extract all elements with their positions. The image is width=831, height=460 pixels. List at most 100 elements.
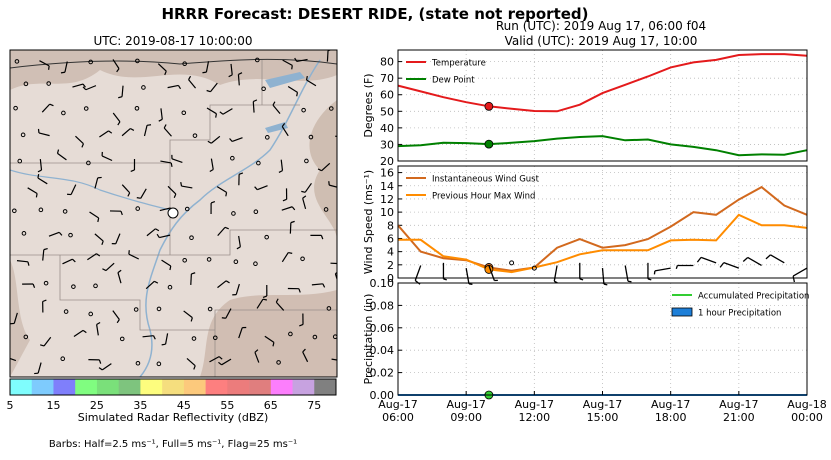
barb-shaft (238, 235, 241, 247)
lake (265, 122, 288, 133)
map-wind-barb (37, 128, 50, 137)
barb-feather (37, 173, 40, 179)
calm-wind-circle (156, 306, 162, 312)
barb-feather (48, 65, 50, 70)
map-wind-barb (67, 184, 77, 196)
map-wind-barb (232, 283, 240, 296)
barb-shaft (43, 336, 52, 347)
barb-shaft (165, 333, 169, 345)
barb-shaft (10, 357, 17, 362)
calm-wind-circle (276, 360, 281, 365)
barb-feather (96, 253, 101, 257)
barb-shaft (700, 256, 717, 264)
barb-feather (322, 283, 326, 288)
barb-shaft (321, 162, 331, 172)
colorbar-tick-label: 55 (220, 399, 234, 412)
barb-shaft (723, 262, 740, 269)
barb-feather (202, 71, 207, 74)
barb-shaft (145, 280, 155, 290)
calm-wind-circle (300, 256, 305, 262)
calm-wind-circle (43, 280, 49, 286)
barb-feather (579, 278, 584, 281)
legend: Instantaneous Wind Gust Previous Hour Max… (406, 175, 540, 202)
calm-wind-circle (326, 306, 332, 311)
barb-shaft (167, 84, 179, 89)
barb-feather (209, 168, 214, 173)
wind-barb (414, 265, 422, 285)
barb-feather (116, 68, 120, 73)
map-wind-barb (331, 358, 337, 361)
barb-feather (190, 317, 193, 322)
barb-shaft (225, 308, 232, 319)
barb-shaft (230, 63, 233, 75)
barb-feather (56, 149, 60, 154)
calm-wind-circle (88, 311, 94, 317)
barb-feather (101, 240, 104, 246)
map-wind-barb (310, 234, 324, 240)
wind-barb (442, 262, 447, 281)
calm-wind-circle (230, 155, 235, 161)
x-tick-label: 18:00 (655, 411, 687, 424)
map-wind-barb (39, 60, 50, 70)
colorbar-swatch (75, 379, 98, 395)
map-wind-barb (311, 283, 326, 288)
barb-feather (275, 298, 279, 303)
barb-shaft (121, 184, 131, 194)
barb-feather (253, 99, 258, 103)
legend-swatch (671, 307, 693, 317)
wind-barb (742, 256, 762, 267)
map-wind-barb (136, 188, 147, 199)
plot-frame (397, 165, 808, 279)
calm-wind-circle (253, 261, 258, 266)
barb-shaft (143, 125, 148, 137)
calm-wind-circle (135, 206, 141, 211)
barb-feather (262, 298, 268, 301)
barb-feather (35, 193, 38, 198)
x-tick-label: Aug-18 (787, 398, 826, 411)
series-line (398, 213, 808, 274)
barb-feather (278, 170, 283, 173)
map-wind-barb (278, 159, 284, 173)
map-wind-barb (62, 258, 76, 265)
map-wind-barb (156, 233, 171, 239)
calm-wind-circle (261, 86, 266, 92)
county-border (10, 60, 337, 377)
map-wind-barb (254, 349, 260, 363)
calm-wind-circle (86, 160, 91, 166)
colorbar-swatch (205, 379, 228, 395)
valid-title: Valid (UTC): 2019 Aug 17, 10:00 (505, 34, 698, 48)
map-wind-barb (221, 308, 232, 319)
barb-feather (155, 228, 160, 232)
calm-wind-circle (93, 283, 98, 289)
map-wind-barb (121, 127, 135, 137)
map-wind-barb (72, 83, 86, 88)
calm-wind-circle (256, 160, 261, 166)
colorbar-tick-label: 5 (7, 399, 14, 412)
colorbar-swatch (270, 379, 293, 395)
barb-feather (228, 74, 233, 78)
barb-shaft (112, 310, 120, 320)
x-tick-label: Aug-17 (651, 398, 690, 411)
barb-feather (305, 75, 308, 81)
map-wind-barb (336, 82, 337, 84)
barb-feather (291, 65, 293, 70)
colorbar-tick-label: 35 (133, 399, 147, 412)
barb-feather (272, 342, 275, 347)
barb-feather (236, 246, 241, 250)
calm-wind-circle (20, 132, 26, 138)
map-wind-barb (262, 285, 268, 299)
map-wind-barb (190, 272, 196, 285)
barb-feather (156, 233, 160, 238)
barb-shaft (94, 177, 99, 189)
map-wind-barb (157, 63, 167, 76)
map-wind-barb (146, 228, 160, 237)
calm-wind-circle (304, 158, 309, 164)
calm-wind-circle (509, 260, 515, 266)
barb-shaft (264, 335, 275, 343)
map-wind-barb (238, 172, 244, 186)
barb-shaft (190, 273, 192, 285)
map-wind-barb (75, 135, 84, 148)
barb-feather (102, 268, 107, 272)
map-wind-barb (216, 186, 228, 197)
